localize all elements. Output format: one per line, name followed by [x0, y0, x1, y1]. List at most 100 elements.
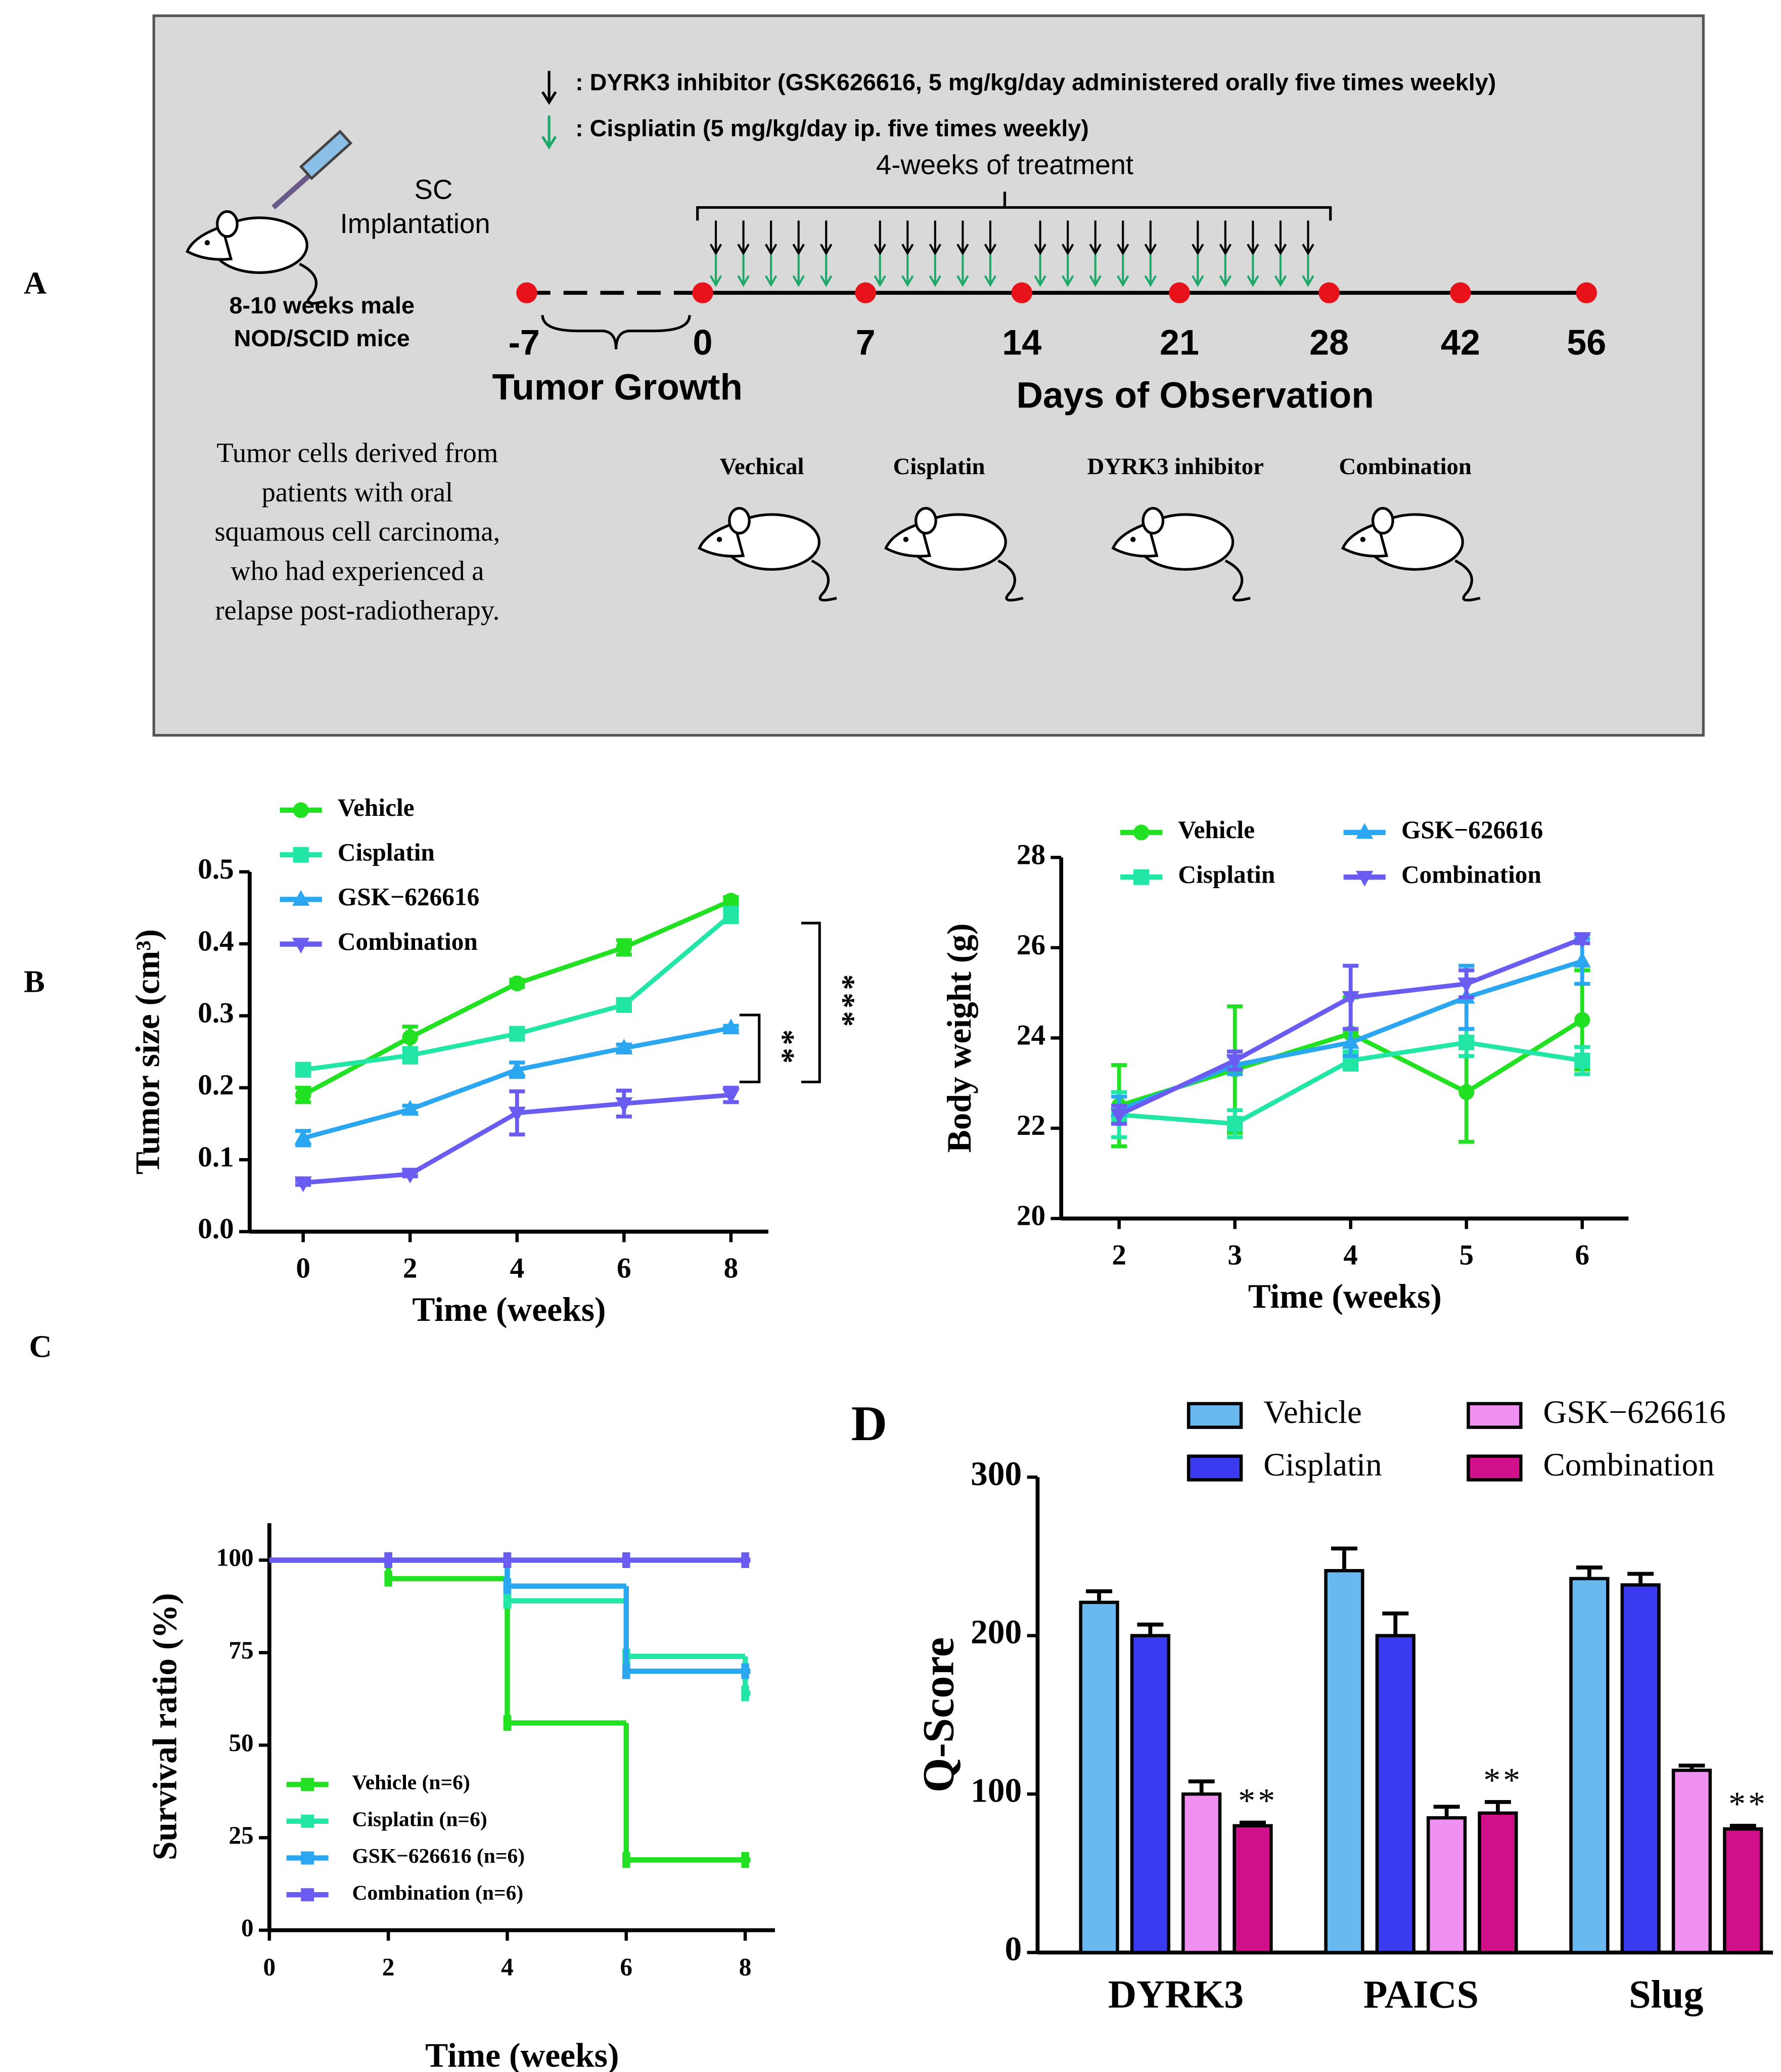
dose-arrow	[1034, 254, 1046, 287]
legend-label: Combination	[338, 928, 478, 955]
error-bar	[1627, 1572, 1654, 1585]
dose-arrow	[1117, 220, 1129, 256]
bar	[1130, 1634, 1171, 1954]
legend-label: Cisplatin	[1178, 861, 1275, 889]
marker	[508, 1107, 526, 1123]
dose-arrow	[901, 254, 914, 287]
timeline-dot	[692, 282, 713, 304]
x-axis-title: Time (weeks)	[425, 2037, 619, 2072]
mouse-ear	[1371, 507, 1394, 535]
dose-arrow	[1117, 254, 1129, 287]
dose-arrow	[764, 254, 778, 287]
marker	[402, 1047, 418, 1064]
bar	[1079, 1600, 1119, 1954]
x-tick-label: 2	[1112, 1239, 1126, 1271]
panel-label: B	[24, 964, 45, 999]
dose-arrow	[737, 254, 750, 287]
legend-text: : Cispliatin (5 mg/kg/day ip. five times…	[575, 115, 1089, 142]
y-tick-label: 75	[229, 1636, 253, 1664]
bar	[1324, 1569, 1364, 1954]
y-tick-label: 0.2	[198, 1069, 234, 1101]
marker	[1458, 1034, 1475, 1050]
error-bar	[1331, 1546, 1357, 1571]
marker	[1342, 1033, 1359, 1049]
dose-arrow	[1219, 254, 1232, 287]
bar	[1620, 1583, 1661, 1954]
dose-arrow	[764, 220, 778, 256]
legend-marker	[301, 1814, 314, 1828]
legend-label: Combination	[1543, 1447, 1715, 1483]
legend-arrow-head	[541, 91, 557, 105]
legend-swatch	[1467, 1454, 1523, 1482]
legend-label: Vehicle	[1263, 1394, 1362, 1431]
bar	[1723, 1827, 1763, 1954]
panel-label: A	[24, 266, 47, 301]
mouse-ear	[728, 507, 751, 535]
x-tick-label: 4	[501, 1953, 514, 1981]
legend-label: Cisplatin (n=6)	[352, 1807, 487, 1831]
marker	[292, 890, 310, 906]
y-tick-label: 0.3	[198, 997, 234, 1029]
marker	[1573, 932, 1591, 948]
dose-arrow	[1061, 220, 1074, 256]
censor-mark	[741, 1552, 749, 1568]
censor-mark	[384, 1552, 392, 1568]
legend-swatch	[1186, 1402, 1243, 1429]
dose-arrow	[820, 254, 833, 287]
error-bar	[1188, 1779, 1215, 1794]
description-line: who had experienced a	[231, 556, 484, 586]
mouse-icon	[884, 507, 1024, 602]
x-tick-label: 8	[739, 1953, 752, 1981]
legend-label: Vehicle (n=6)	[352, 1771, 470, 1794]
group-label: Vechical	[719, 453, 804, 480]
legend-marker	[301, 1851, 314, 1865]
marker	[1574, 1052, 1590, 1069]
description-line: Tumor cells derived from	[216, 437, 498, 468]
dose-arrow	[901, 220, 914, 256]
legend-marker	[301, 1778, 314, 1791]
panel-label: D	[851, 1396, 887, 1451]
censor-mark	[622, 1663, 630, 1679]
dose-arrow	[956, 220, 969, 256]
y-tick-label: 25	[229, 1821, 253, 1849]
dose-arrow	[874, 220, 886, 256]
error-bar	[1484, 1800, 1511, 1813]
marker	[293, 847, 309, 863]
dose-arrow	[737, 220, 750, 256]
censor-mark	[741, 1852, 749, 1868]
mouse-tail	[1454, 559, 1481, 602]
censor-mark	[503, 1552, 512, 1568]
marker	[723, 893, 739, 909]
x-tick-label: 4	[510, 1253, 524, 1284]
x-tick-label: 8	[724, 1253, 739, 1284]
y-tick-label: 0	[241, 1914, 254, 1942]
error-bar	[1382, 1611, 1409, 1636]
censor-mark	[503, 1593, 512, 1609]
legend-label: GSK−626616	[1401, 816, 1543, 844]
y-axis-title: Q-Score	[914, 1637, 964, 1792]
x-axis-title: Time (weeks)	[412, 1291, 606, 1328]
timeline-label: 56	[1567, 323, 1606, 362]
phase-label: Tumor Growth	[492, 367, 743, 408]
marker	[509, 975, 525, 992]
bar	[1671, 1768, 1712, 1954]
marker	[1133, 869, 1150, 885]
dose-arrow	[874, 254, 886, 287]
marker	[295, 1062, 311, 1078]
dose-arrow	[792, 220, 805, 256]
marker	[723, 907, 739, 923]
marker	[295, 1087, 311, 1103]
y-tick-label: 0.4	[198, 925, 234, 957]
dose-arrow	[820, 220, 833, 256]
dose-arrow	[1192, 254, 1204, 287]
dose-arrow	[1274, 220, 1287, 256]
dose-arrow	[1219, 220, 1232, 256]
timeline-label: 7	[856, 323, 876, 362]
significance-label: **	[766, 1030, 801, 1067]
marker	[401, 1168, 419, 1184]
bar	[1569, 1577, 1610, 1954]
marker	[1356, 870, 1374, 887]
timeline-dot	[1576, 282, 1597, 304]
treatment-label: 4-weeks of treatment	[876, 149, 1133, 180]
marker	[1356, 823, 1374, 839]
